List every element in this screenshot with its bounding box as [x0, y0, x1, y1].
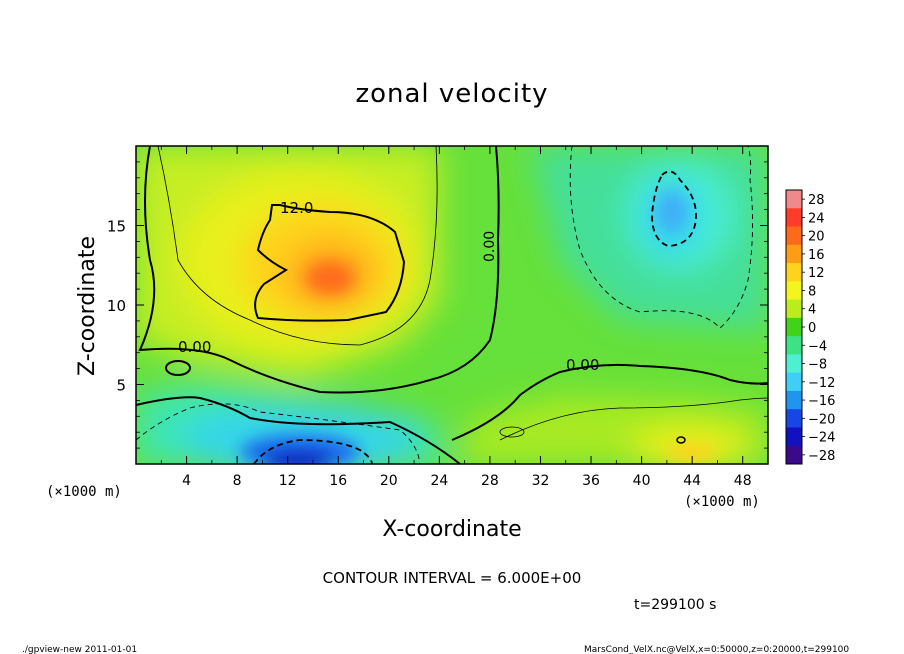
- y-tick-label: 10: [107, 297, 126, 315]
- contour-12: [254, 204, 406, 322]
- x-tick-label: 4: [182, 473, 191, 489]
- x-unit-right: (×1000 m): [684, 494, 760, 510]
- contour-interval: CONTOUR INTERVAL = 6.000E+00: [323, 569, 582, 587]
- colorbar-label: −16: [808, 394, 835, 409]
- colorbar-swatch: [786, 354, 802, 374]
- chart-title: zonal velocity: [355, 79, 548, 109]
- colorbar-swatch: [786, 244, 802, 264]
- y-tick-label: 5: [116, 377, 126, 395]
- colorbar-swatch: [786, 281, 802, 301]
- colorbar-label: 8: [808, 284, 816, 299]
- colorbar: 28 24 20 16 12 8 4 0 −4 −8 −12 −16 −20 −24 −28: [785, 189, 835, 465]
- contour-neg6-right: [569, 146, 754, 329]
- colorbar-swatch: [786, 445, 802, 465]
- colorbar-label: −8: [808, 358, 827, 373]
- x-tick-label: 32: [532, 473, 550, 489]
- contour-zero-left: [138, 146, 500, 394]
- x-tick-label: 8: [233, 473, 242, 489]
- x-tick-label: 48: [734, 473, 752, 489]
- colorbar-label: −24: [808, 431, 835, 446]
- y-axis-title: Z-coordinate: [75, 236, 100, 376]
- x-tick-label: 12: [279, 473, 297, 489]
- contour-neg6-lower: [136, 403, 421, 464]
- colorbar-swatch: [786, 317, 802, 337]
- y-tick-label: 15: [107, 218, 126, 236]
- x-tick-label: 44: [683, 473, 701, 489]
- x-unit-left: (×1000 m): [46, 484, 122, 500]
- colorbar-label: −12: [808, 376, 835, 391]
- time-label: t=299100 s: [634, 597, 716, 613]
- colorbar-label: 20: [808, 230, 825, 245]
- y-axis: 5 10 15: [107, 161, 768, 449]
- colorbar-label: 24: [808, 211, 825, 226]
- contour-neg12-right: [651, 170, 697, 247]
- colorbar-swatch: [786, 372, 802, 392]
- colorbar-swatch: [786, 427, 802, 447]
- contour-label-12: 12.0: [280, 199, 313, 217]
- colorbar-label: 16: [808, 248, 825, 263]
- colorbar-label: 28: [808, 193, 825, 208]
- colorbar-swatch: [786, 226, 802, 246]
- contour-lines: [136, 146, 768, 464]
- colorbar-label: 12: [808, 266, 825, 281]
- contour-label-zero-1: 0.00: [178, 338, 211, 356]
- colorbar-swatch: [786, 299, 802, 319]
- x-tick-label: 24: [430, 473, 448, 489]
- colorbar-label: −4: [808, 339, 827, 354]
- contour-zero-right: [451, 363, 768, 441]
- contour-zero-lower: [136, 396, 461, 464]
- contour-label-zero-3: 0.00: [482, 231, 498, 262]
- contour-pos-small: [676, 436, 686, 444]
- contour-zero-islet: [165, 360, 191, 376]
- shaded-extrema: [240, 190, 718, 464]
- colorbar-swatch: [786, 190, 802, 209]
- contour-6: [157, 146, 438, 346]
- colorbar-label: 4: [808, 303, 816, 318]
- colorbar-swatch: [786, 409, 802, 428]
- colorbar-swatch: [786, 208, 802, 228]
- x-tick-label: 20: [380, 473, 398, 489]
- contour-6-right: [499, 397, 768, 441]
- footer-right: MarsCond_VelX.nc@VelX,x=0:50000,z=0:2000…: [584, 645, 849, 654]
- plot-area: 12.0 0.00 0.00 0.00: [136, 146, 768, 464]
- colorbar-label: 0: [808, 321, 816, 336]
- x-tick-label: 36: [582, 473, 600, 489]
- x-axis-title: X-coordinate: [382, 517, 521, 542]
- footer-left: ./gpview-new 2011-01-01: [22, 645, 137, 654]
- contour-neg12-lower: [253, 439, 373, 464]
- contour-6-small: [499, 426, 525, 438]
- x-axis: 4 8 12 16 20 24 28 32 36 40 44 48: [160, 146, 752, 489]
- contour-label-zero-2: 0.00: [566, 356, 599, 374]
- x-tick-label: 40: [633, 473, 651, 489]
- colorbar-label: −20: [808, 412, 835, 427]
- colorbar-swatch: [786, 263, 802, 282]
- x-tick-label: 28: [481, 473, 499, 489]
- colorbar-swatch: [786, 390, 802, 410]
- x-tick-label: 16: [329, 473, 347, 489]
- colorbar-label: −28: [808, 449, 835, 464]
- colorbar-swatch: [786, 336, 802, 355]
